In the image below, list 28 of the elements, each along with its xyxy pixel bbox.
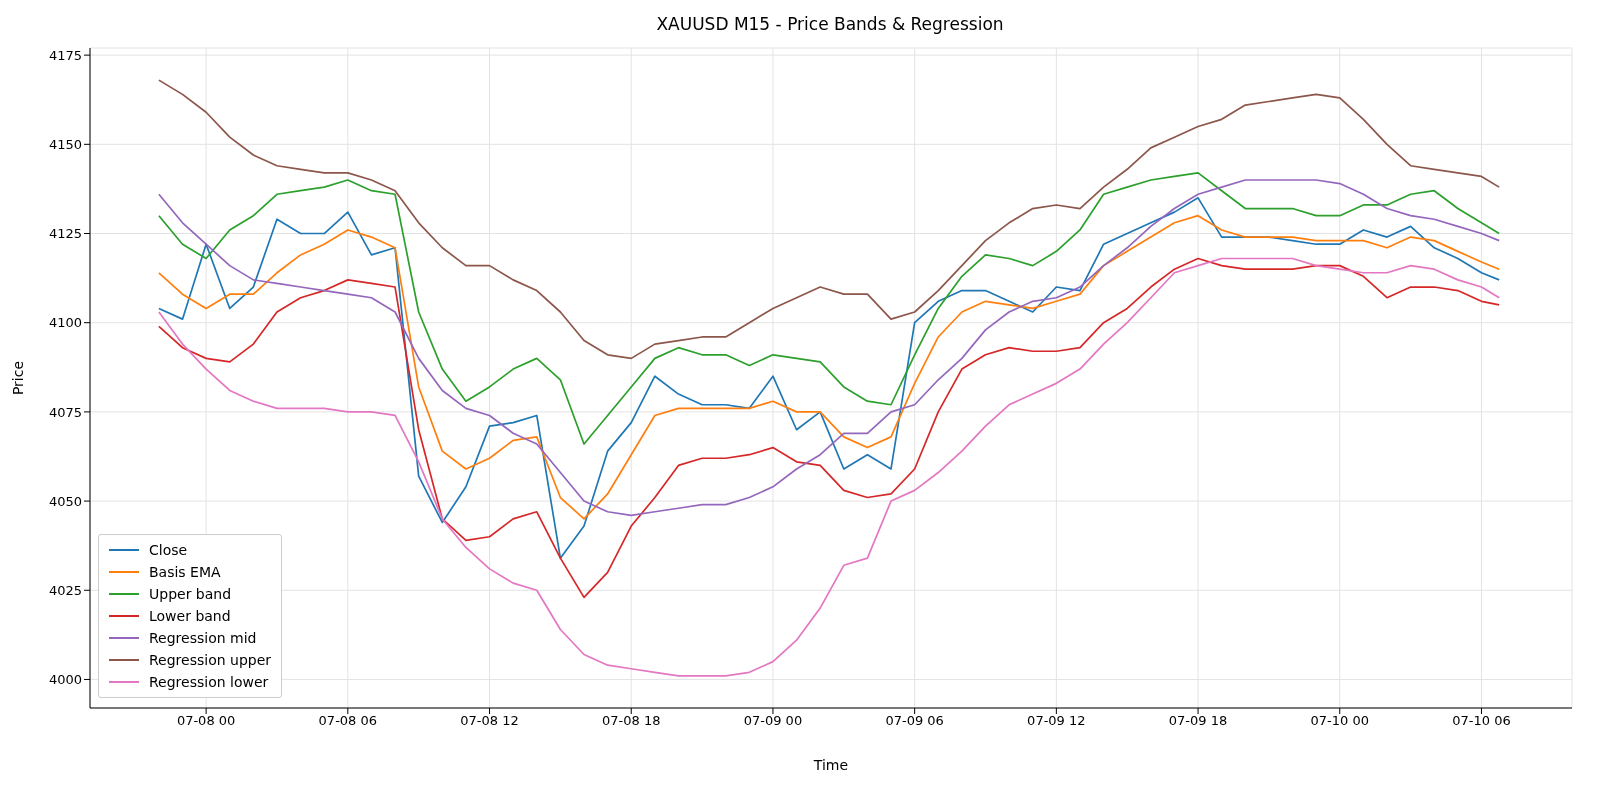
x-tick-label: 07-10 00 — [1310, 713, 1369, 729]
legend-label: Regression upper — [149, 651, 272, 670]
y-tick-label: 4100 — [48, 315, 82, 331]
legend-label: Regression mid — [149, 629, 257, 648]
x-tick-label: 07-08 00 — [176, 713, 236, 729]
y-tick-label: 4125 — [48, 226, 82, 242]
legend-label: Close — [149, 541, 188, 560]
x-tick-label: 07-10 06 — [1452, 713, 1511, 729]
y-tick-label: 4175 — [48, 47, 82, 63]
x-tick-label: 07-08 12 — [460, 713, 519, 729]
x-tick-label: 07-08 06 — [318, 713, 378, 729]
y-tick-label: 4000 — [48, 672, 82, 688]
x-axis-title: Time — [812, 757, 849, 773]
x-tick-label: 07-08 18 — [602, 713, 661, 729]
y-tick-label: 4025 — [48, 582, 82, 598]
y-tick-label: 4075 — [48, 404, 82, 420]
chart-title: XAUUSD M15 - Price Bands & Regression — [655, 13, 1005, 36]
legend-label: Basis EMA — [149, 563, 221, 582]
x-tick-label: 07-09 12 — [1027, 713, 1086, 729]
x-tick-label: 07-09 00 — [743, 713, 803, 729]
y-tick-label: 4150 — [48, 136, 82, 152]
legend-label: Upper band — [149, 585, 232, 604]
y-tick-label: 4050 — [48, 493, 82, 509]
legend-label: Lower band — [149, 607, 231, 626]
x-tick-label: 07-09 18 — [1168, 713, 1228, 729]
x-tick-label: 07-09 06 — [885, 713, 944, 729]
y-axis-title: Price — [9, 360, 26, 396]
legend-label: Regression lower — [149, 673, 269, 692]
